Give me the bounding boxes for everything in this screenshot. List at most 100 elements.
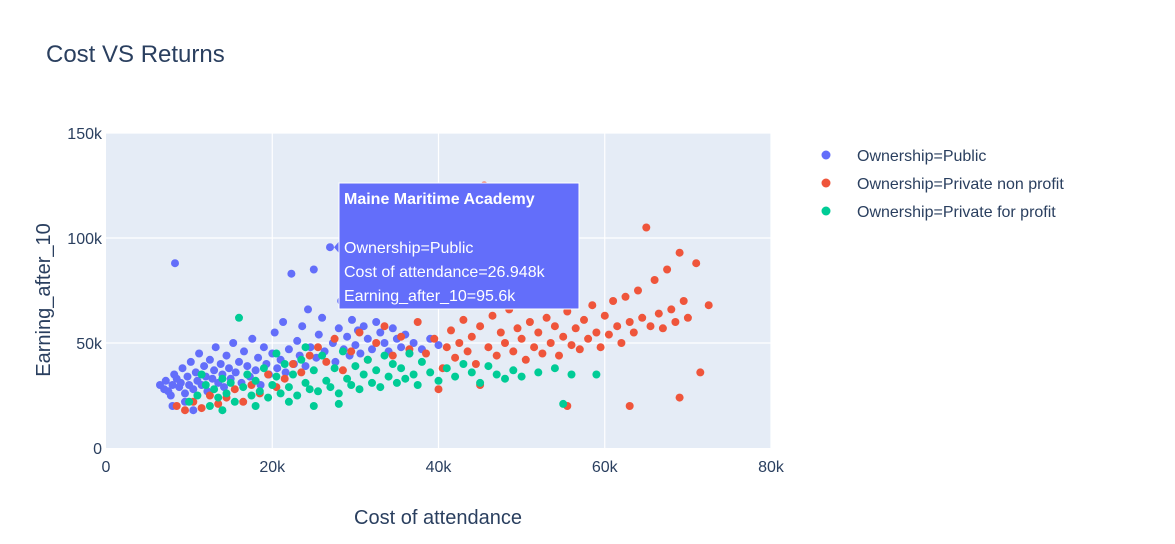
data-point[interactable]	[279, 318, 288, 326]
data-point[interactable]	[326, 383, 335, 392]
data-point[interactable]	[368, 378, 376, 387]
data-point[interactable]	[351, 341, 360, 350]
data-point[interactable]	[509, 366, 518, 375]
data-point[interactable]	[208, 374, 217, 383]
data-point[interactable]	[235, 313, 243, 322]
data-point[interactable]	[696, 368, 705, 377]
data-point[interactable]	[592, 370, 601, 379]
data-point[interactable]	[334, 399, 343, 408]
data-point[interactable]	[355, 328, 364, 337]
data-point[interactable]	[331, 357, 340, 366]
data-point[interactable]	[326, 243, 334, 252]
data-point[interactable]	[501, 374, 509, 383]
data-point[interactable]	[193, 391, 202, 400]
data-point[interactable]	[451, 372, 460, 381]
data-point[interactable]	[168, 381, 177, 389]
data-point[interactable]	[270, 328, 279, 337]
data-point[interactable]	[434, 385, 443, 394]
data-point[interactable]	[229, 339, 238, 347]
data-point[interactable]	[347, 347, 356, 356]
data-point[interactable]	[634, 286, 642, 295]
data-point[interactable]	[476, 378, 485, 387]
data-point[interactable]	[530, 343, 539, 352]
data-point[interactable]	[517, 334, 526, 343]
data-point[interactable]	[264, 393, 273, 402]
data-point[interactable]	[197, 370, 206, 379]
data-point[interactable]	[220, 383, 228, 392]
data-point[interactable]	[380, 322, 389, 331]
data-point[interactable]	[359, 370, 368, 379]
data-point[interactable]	[542, 313, 551, 322]
data-point[interactable]	[305, 385, 314, 394]
data-point[interactable]	[442, 343, 451, 352]
data-point[interactable]	[197, 404, 206, 413]
data-point[interactable]	[322, 376, 331, 385]
data-point[interactable]	[243, 370, 252, 379]
legend-marker[interactable]	[821, 206, 831, 216]
data-point[interactable]	[225, 364, 233, 373]
data-point[interactable]	[596, 343, 605, 352]
data-point[interactable]	[513, 324, 522, 333]
data-point[interactable]	[287, 269, 296, 278]
data-point[interactable]	[658, 324, 667, 333]
data-point[interactable]	[567, 370, 576, 379]
data-point[interactable]	[216, 360, 225, 368]
data-point[interactable]	[281, 368, 290, 377]
data-point[interactable]	[447, 326, 455, 335]
legend-label[interactable]: Ownership=Public	[857, 148, 986, 165]
data-point[interactable]	[397, 364, 406, 373]
legend-marker[interactable]	[821, 178, 831, 188]
data-point[interactable]	[226, 378, 235, 387]
data-point[interactable]	[251, 376, 260, 385]
data-point[interactable]	[183, 372, 192, 381]
data-point[interactable]	[525, 318, 534, 326]
data-point[interactable]	[567, 341, 576, 350]
data-point[interactable]	[178, 364, 187, 373]
data-point[interactable]	[334, 389, 343, 398]
data-point[interactable]	[654, 309, 663, 318]
data-point[interactable]	[338, 347, 347, 356]
data-point[interactable]	[704, 301, 713, 310]
data-point[interactable]	[171, 259, 179, 268]
data-point[interactable]	[613, 322, 622, 331]
data-point[interactable]	[280, 374, 289, 383]
data-point[interactable]	[254, 353, 263, 362]
data-point[interactable]	[189, 385, 198, 394]
data-point[interactable]	[509, 347, 518, 356]
data-point[interactable]	[298, 322, 307, 331]
data-point[interactable]	[426, 368, 435, 377]
data-point[interactable]	[604, 330, 613, 339]
data-point[interactable]	[351, 362, 360, 371]
data-point[interactable]	[501, 339, 509, 347]
data-point[interactable]	[330, 364, 339, 373]
data-point[interactable]	[210, 366, 219, 375]
legend-marker[interactable]	[821, 150, 831, 160]
data-point[interactable]	[467, 332, 476, 341]
data-point[interactable]	[284, 345, 293, 354]
data-point[interactable]	[679, 297, 688, 305]
data-point[interactable]	[368, 345, 376, 354]
data-point[interactable]	[185, 397, 194, 406]
data-point[interactable]	[293, 391, 302, 400]
data-point[interactable]	[388, 351, 397, 360]
data-point[interactable]	[289, 360, 297, 368]
data-point[interactable]	[683, 313, 692, 322]
data-point[interactable]	[492, 351, 501, 360]
data-point[interactable]	[592, 328, 601, 337]
data-point[interactable]	[205, 355, 214, 364]
data-point[interactable]	[388, 324, 397, 333]
data-point[interactable]	[314, 387, 322, 396]
data-point[interactable]	[463, 347, 472, 356]
data-point[interactable]	[222, 351, 231, 360]
data-point[interactable]	[276, 389, 285, 398]
data-point[interactable]	[625, 402, 634, 410]
data-point[interactable]	[417, 357, 426, 366]
data-point[interactable]	[222, 389, 231, 398]
data-point[interactable]	[575, 345, 584, 354]
data-point[interactable]	[397, 332, 406, 341]
data-point[interactable]	[646, 322, 655, 331]
data-point[interactable]	[521, 355, 530, 364]
data-point[interactable]	[488, 311, 497, 320]
data-point[interactable]	[380, 351, 389, 360]
data-point[interactable]	[334, 324, 343, 333]
